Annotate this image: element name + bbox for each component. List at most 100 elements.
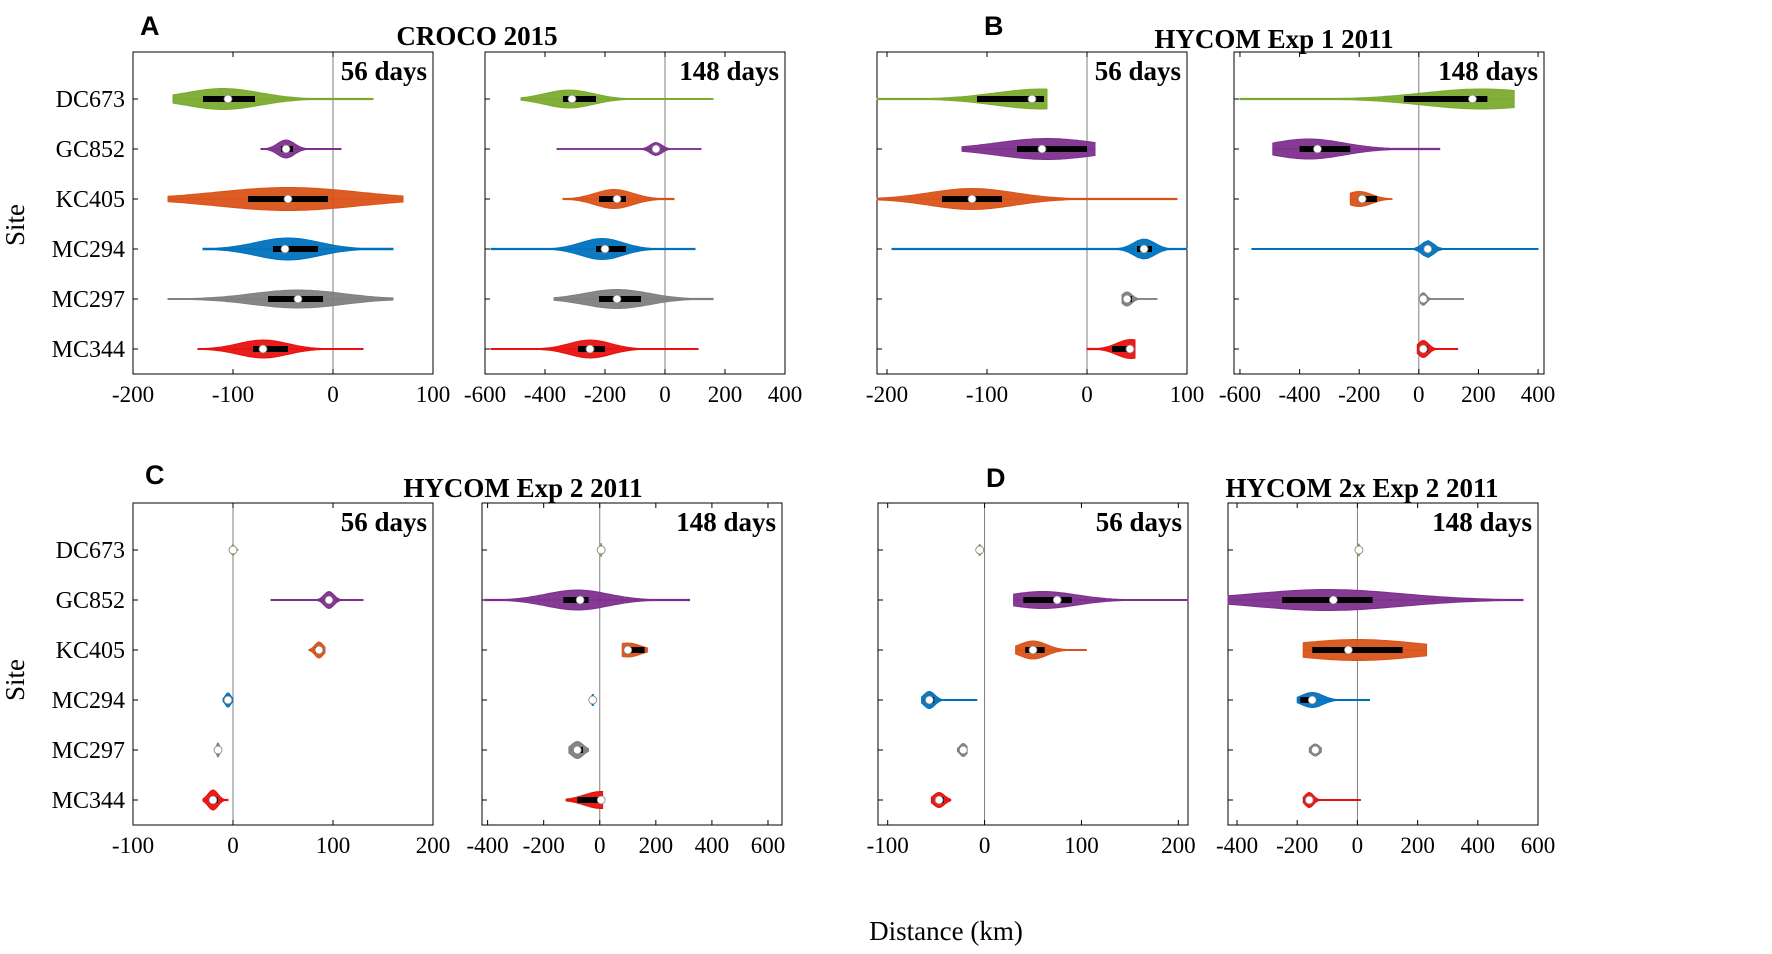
x-tick-label: 100 — [1170, 382, 1205, 407]
violin-GC852 — [1272, 138, 1441, 160]
x-tick-label: 0 — [227, 833, 239, 858]
site-label: MC344 — [52, 788, 125, 814]
median-marker-KC405 — [1343, 645, 1353, 655]
median-marker-KC405 — [1357, 194, 1367, 204]
x-tick-label: -600 — [464, 382, 506, 407]
duration-label: 148 days — [1438, 56, 1538, 86]
subplot-d-56-days: 56 days -100 0 100 200 — [867, 502, 1196, 858]
median-marker-KC405 — [314, 645, 324, 655]
axes-box — [484, 51, 786, 375]
median-marker-MC297 — [293, 294, 303, 304]
x-tick-label: 100 — [416, 382, 451, 407]
median-marker-GC852 — [651, 144, 661, 154]
x-tick-label: -100 — [966, 382, 1008, 407]
median-marker-MC344 — [258, 344, 268, 354]
x-tick-label: -100 — [112, 833, 154, 858]
median-marker-DC673 — [596, 545, 606, 555]
median-marker-MC297 — [958, 745, 968, 755]
x-tick-label: 200 — [1400, 833, 1435, 858]
axes-box — [1227, 502, 1539, 826]
iqr-bar-GC852 — [1017, 146, 1087, 152]
x-tick-label: -200 — [584, 382, 626, 407]
x-tick-label: 600 — [751, 833, 786, 858]
violin-KC405 — [1015, 640, 1087, 660]
subplot-c-148-days: 148 days -400 -200 0 200 400 600 — [467, 502, 786, 858]
median-marker-DC673 — [567, 94, 577, 104]
median-marker-MC344 — [596, 795, 606, 805]
site-label: DC673 — [56, 538, 125, 564]
violin-DC673 — [520, 89, 714, 109]
median-marker-MC294 — [600, 244, 610, 254]
median-marker-MC294 — [588, 695, 598, 705]
median-marker-GC852 — [1037, 144, 1047, 154]
median-marker-MC294 — [223, 695, 233, 705]
median-marker-KC405 — [283, 194, 293, 204]
violin-MC294 — [891, 238, 1188, 260]
median-marker-MC344 — [208, 795, 218, 805]
x-tick-label: 0 — [594, 833, 606, 858]
x-tick-label: 400 — [695, 833, 730, 858]
median-marker-DC673 — [223, 94, 233, 104]
axes-box — [481, 502, 783, 826]
iqr-bar-MC294 — [1300, 697, 1316, 703]
median-marker-MC297 — [1122, 294, 1132, 304]
median-marker-MC344 — [1418, 344, 1428, 354]
x-tick-label: 200 — [639, 833, 674, 858]
median-marker-MC297 — [572, 745, 582, 755]
median-marker-MC344 — [585, 344, 595, 354]
iqr-bar-GC852 — [1282, 597, 1373, 603]
violin-GC852 — [270, 590, 364, 610]
x-tick-label: 0 — [327, 382, 339, 407]
x-tick-label: -100 — [212, 382, 254, 407]
x-tick-label: -200 — [523, 833, 565, 858]
panel-a-label: A — [140, 11, 160, 41]
iqr-bar-KC405 — [1312, 647, 1403, 653]
duration-label: 56 days — [341, 56, 427, 86]
median-marker-GC852 — [324, 595, 334, 605]
iqr-bar-DC673 — [977, 96, 1044, 102]
site-label: MC297 — [52, 738, 125, 764]
violin-KC405 — [876, 187, 1178, 211]
iqr-bar-GC852 — [1299, 146, 1351, 152]
iqr-bar-MC294 — [596, 246, 626, 252]
iqr-bar-MC344 — [1112, 346, 1132, 352]
median-marker-DC673 — [228, 545, 238, 555]
y-axis-label-bottom: Site — [0, 659, 30, 701]
x-tick-label: -400 — [1278, 382, 1320, 407]
median-marker-MC294 — [1139, 244, 1149, 254]
duration-label: 148 days — [679, 56, 779, 86]
median-marker-MC294 — [1423, 244, 1433, 254]
x-tick-label: -600 — [1219, 382, 1261, 407]
x-tick-label: 200 — [708, 382, 743, 407]
iqr-bar-KC405 — [599, 196, 626, 202]
x-tick-label: 0 — [1413, 382, 1425, 407]
panel-a-title: CROCO 2015 — [396, 21, 557, 51]
median-marker-MC294 — [280, 244, 290, 254]
iqr-bar-MC344 — [577, 797, 602, 803]
violin-MC297 — [1121, 291, 1158, 307]
median-marker-MC294 — [924, 695, 934, 705]
median-marker-DC673 — [1468, 94, 1477, 104]
x-tick-label: -400 — [524, 382, 566, 407]
panel-c-label: C — [145, 460, 165, 490]
iqr-bar-GC852 — [1023, 597, 1072, 603]
median-marker-KC405 — [623, 645, 633, 655]
subplot-a-148-days: 148 days -600 -400 -200 0 200 400 — [464, 51, 802, 407]
panel-c-title: HYCOM Exp 2 2011 — [403, 473, 642, 503]
violin-DC673 — [172, 88, 374, 110]
iqr-bar-MC294 — [273, 246, 318, 252]
violin-MC344 — [1086, 339, 1136, 359]
duration-label: 148 days — [676, 507, 776, 537]
median-marker-MC297 — [1310, 745, 1320, 755]
site-label: KC405 — [56, 638, 125, 664]
axes-box — [132, 51, 434, 375]
iqr-bar-MC344 — [253, 346, 288, 352]
iqr-bar-DC673 — [563, 96, 596, 102]
x-tick-label: -200 — [1276, 833, 1318, 858]
site-label: MC294 — [52, 237, 125, 263]
axes-box — [1233, 51, 1545, 375]
x-axis-label: Distance (km) — [869, 916, 1023, 946]
x-tick-label: 0 — [1352, 833, 1364, 858]
axes-box — [132, 502, 434, 826]
